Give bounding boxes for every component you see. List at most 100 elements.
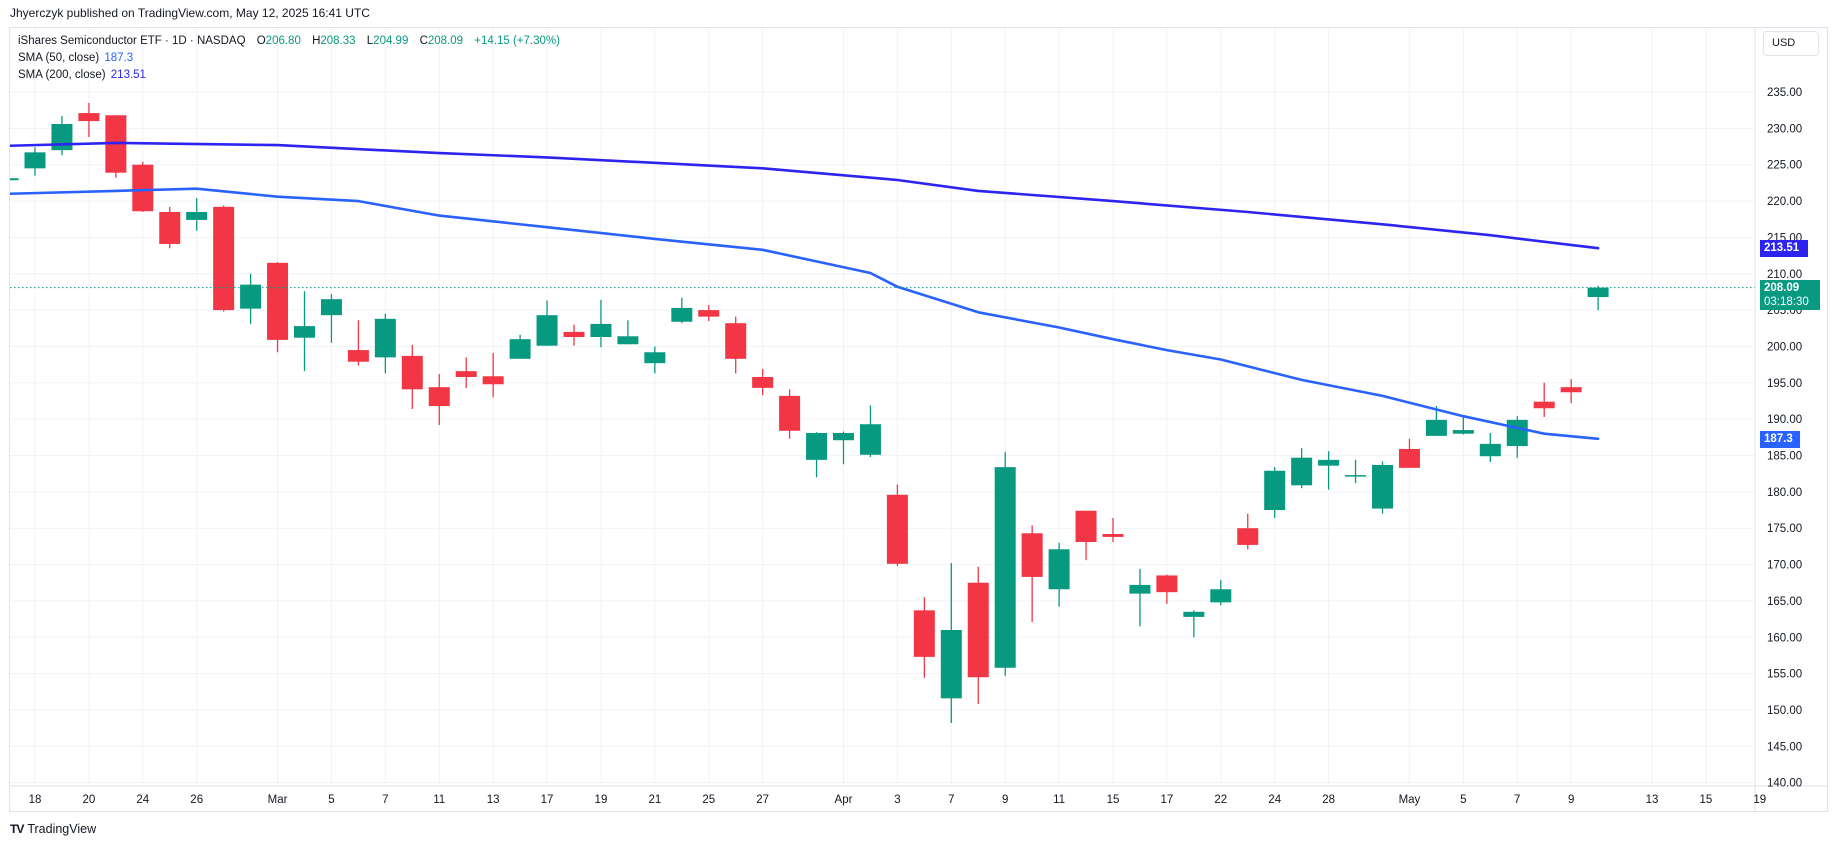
candle[interactable] <box>1156 575 1178 593</box>
candle[interactable] <box>401 355 423 390</box>
symbol-title[interactable]: iShares Semiconductor ETF · 1D · NASDAQ <box>18 35 246 47</box>
svg-text:24: 24 <box>1268 794 1281 806</box>
candle[interactable] <box>1372 464 1393 509</box>
svg-text:7: 7 <box>382 794 388 806</box>
candle[interactable] <box>1075 510 1097 543</box>
candle[interactable] <box>806 432 828 460</box>
svg-text:19: 19 <box>595 794 608 806</box>
candle[interactable] <box>294 326 315 338</box>
svg-text:17: 17 <box>541 794 554 806</box>
candle[interactable] <box>1560 387 1582 393</box>
svg-text:220.00: 220.00 <box>1767 196 1802 208</box>
candle[interactable] <box>1102 534 1124 537</box>
candle[interactable] <box>940 629 962 699</box>
svg-text:7: 7 <box>948 794 954 806</box>
svg-text:18: 18 <box>29 794 42 806</box>
candle[interactable] <box>1183 611 1205 617</box>
candle[interactable] <box>1587 287 1609 298</box>
svg-text:17: 17 <box>1161 794 1174 806</box>
svg-text:165.00: 165.00 <box>1767 596 1802 608</box>
candle[interactable] <box>671 307 693 322</box>
sma200-line[interactable] <box>8 141 1600 250</box>
candle[interactable] <box>725 323 747 359</box>
sma50-value: 187.3 <box>104 52 134 64</box>
candle[interactable] <box>1506 419 1528 447</box>
candle[interactable] <box>132 164 154 212</box>
candle[interactable] <box>859 424 881 455</box>
candle[interactable] <box>1210 589 1232 603</box>
svg-text:210.00: 210.00 <box>1767 269 1802 281</box>
svg-text:11: 11 <box>433 794 445 806</box>
candle[interactable] <box>994 467 1016 668</box>
svg-text:May: May <box>1399 794 1421 806</box>
candle[interactable] <box>78 113 100 122</box>
svg-text:9: 9 <box>1568 794 1574 806</box>
candle[interactable] <box>1452 430 1474 434</box>
tradingview-logo-icon: TV <box>10 822 24 836</box>
candle[interactable] <box>509 339 531 359</box>
svg-text:9: 9 <box>1002 794 1008 806</box>
candle[interactable] <box>267 262 289 340</box>
candle[interactable] <box>886 494 908 564</box>
candle[interactable] <box>213 206 235 311</box>
candle[interactable] <box>1048 549 1070 590</box>
candle[interactable] <box>159 211 181 244</box>
chart-frame <box>9 27 1828 812</box>
svg-text:235.00: 235.00 <box>1767 87 1802 99</box>
svg-text:200.00: 200.00 <box>1767 341 1802 353</box>
candle[interactable] <box>374 318 396 358</box>
candle[interactable] <box>644 352 666 364</box>
publisher-line: Jhyerczyk published on TradingView.com, … <box>10 6 370 20</box>
candle[interactable] <box>1237 528 1259 545</box>
sma50-label: SMA (50, close) <box>18 52 100 64</box>
candle[interactable] <box>913 610 935 657</box>
candle[interactable] <box>779 395 801 431</box>
sma50-line[interactable] <box>8 187 1600 441</box>
candle[interactable] <box>563 331 585 337</box>
candle[interactable] <box>1533 401 1555 409</box>
svg-text:25: 25 <box>702 794 715 806</box>
candle[interactable] <box>1291 457 1313 486</box>
candle[interactable] <box>590 323 612 337</box>
svg-text:175.00: 175.00 <box>1767 523 1802 535</box>
candle[interactable] <box>752 376 774 388</box>
candle[interactable] <box>51 123 73 151</box>
candle[interactable] <box>1318 459 1340 466</box>
candle[interactable] <box>1425 419 1447 436</box>
tradingview-logo[interactable]: TV TradingView <box>10 822 96 836</box>
candle[interactable] <box>967 582 989 678</box>
candle[interactable] <box>1345 475 1367 477</box>
candle[interactable] <box>1264 470 1286 511</box>
candle[interactable] <box>186 211 208 220</box>
candle[interactable] <box>1479 443 1501 457</box>
candle[interactable] <box>536 315 558 346</box>
svg-text:13: 13 <box>1646 794 1659 806</box>
svg-text:190.00: 190.00 <box>1767 414 1802 426</box>
low-value: 204.99 <box>373 35 409 47</box>
candle[interactable] <box>617 336 639 345</box>
currency-button[interactable]: USD <box>1763 31 1819 56</box>
candle[interactable] <box>1129 584 1151 594</box>
candle[interactable] <box>455 371 477 377</box>
high-value: 208.33 <box>320 35 356 47</box>
svg-text:230.00: 230.00 <box>1767 123 1802 135</box>
legend-symbol-row: iShares Semiconductor ETF · 1D · NASDAQ … <box>18 33 560 50</box>
legend-sma50-row[interactable]: SMA (50, close) 187.3 <box>18 50 560 67</box>
candle[interactable] <box>347 350 369 362</box>
svg-text:5: 5 <box>1460 794 1466 806</box>
candle[interactable] <box>1398 448 1420 468</box>
svg-text:13: 13 <box>487 794 500 806</box>
svg-text:145.00: 145.00 <box>1767 741 1802 753</box>
svg-text:11: 11 <box>1053 794 1065 806</box>
candle[interactable] <box>698 310 720 317</box>
candle[interactable] <box>24 152 46 169</box>
candle[interactable] <box>482 376 504 385</box>
legend-sma200-row[interactable]: SMA (200, close) 213.51 <box>18 67 560 84</box>
candle[interactable] <box>833 432 854 441</box>
candle[interactable] <box>1021 533 1043 577</box>
last-price-tag: 208.09 03:18:30 <box>1760 280 1820 310</box>
candle[interactable] <box>320 299 342 316</box>
candle[interactable] <box>428 387 450 407</box>
candle[interactable] <box>240 284 262 309</box>
